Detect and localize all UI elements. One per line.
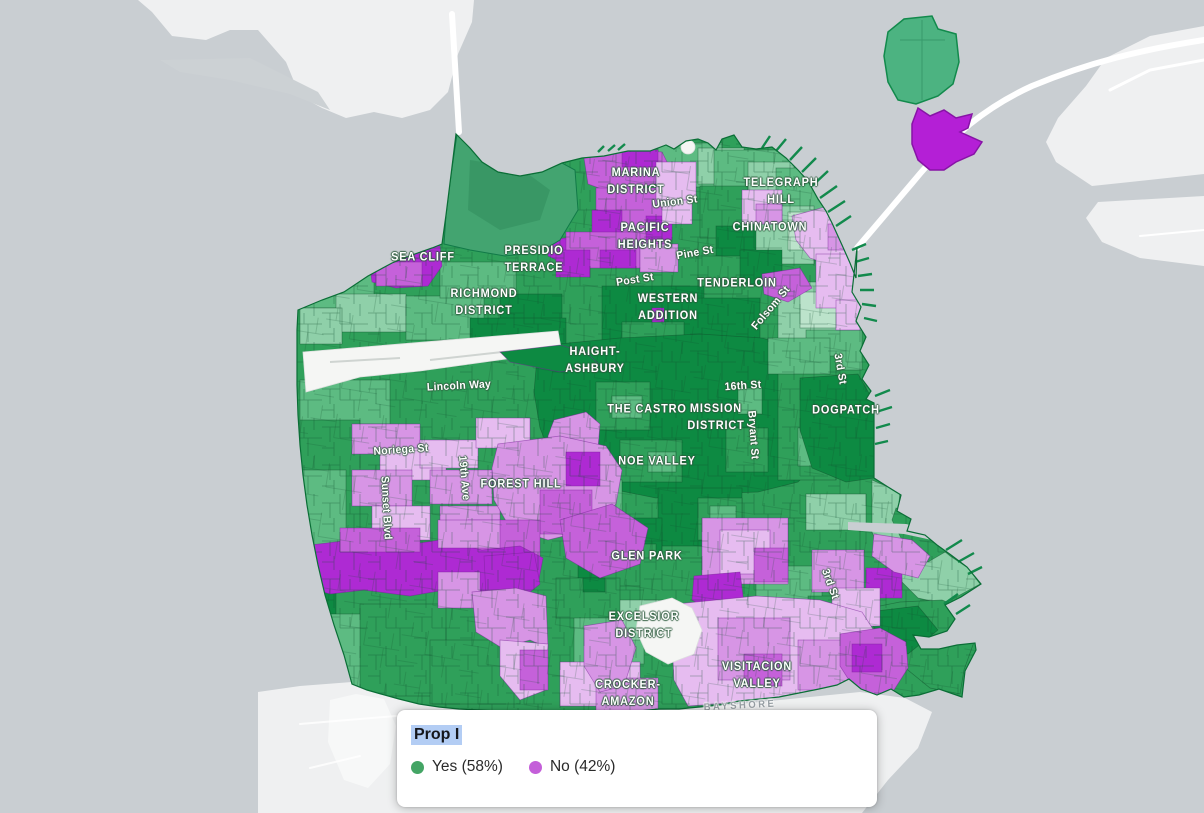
legend-title[interactable]: Prop I <box>411 725 463 745</box>
yes-label: Yes (58%) <box>432 758 503 775</box>
legend-title-row: Prop I <box>411 725 877 745</box>
mclaren-park <box>635 597 703 665</box>
no-label: No (42%) <box>549 758 616 775</box>
islands <box>883 15 984 171</box>
legend-items: Yes (58%) No (42%) <box>411 758 877 776</box>
yerba-buena-island <box>911 106 984 171</box>
legend-card: Prop I Yes (58%) No (42%) <box>397 710 877 807</box>
yes-swatch-icon <box>411 760 424 774</box>
legend-item-no[interactable]: No (42%) <box>528 758 616 776</box>
precinct-patches <box>297 134 981 713</box>
golden-gate-park <box>302 330 562 393</box>
legend-item-yes[interactable]: Yes (58%) <box>411 758 503 776</box>
piers <box>597 135 983 616</box>
treasure-island <box>883 15 960 105</box>
no-swatch-icon <box>528 760 542 774</box>
golden-gate-bridge <box>449 11 462 135</box>
